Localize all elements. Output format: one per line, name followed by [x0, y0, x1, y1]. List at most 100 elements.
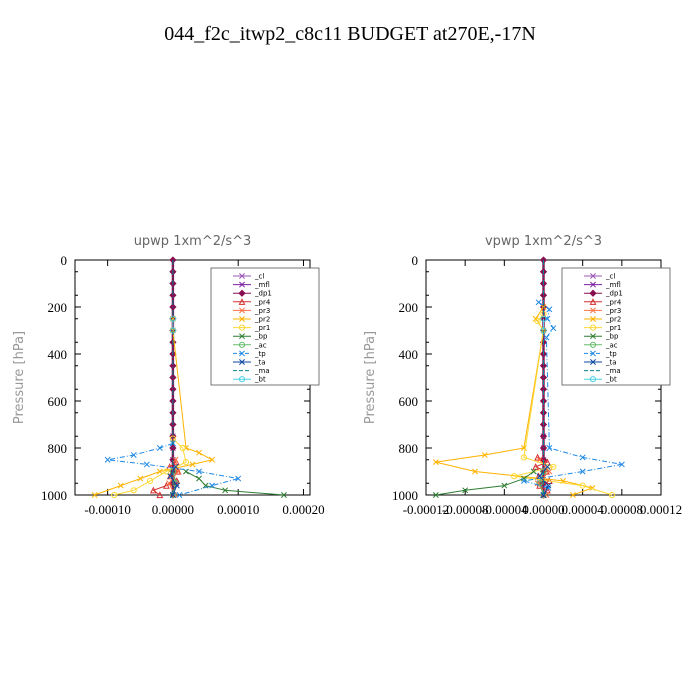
legend-label-tp: _tp	[254, 350, 266, 358]
point-ta	[536, 473, 543, 480]
legend-marker-dp1	[589, 289, 597, 297]
legend-label-ma: _ma	[605, 367, 621, 375]
legend-label-pr2: _pr2	[254, 316, 270, 324]
point-bt	[540, 327, 547, 334]
legend-label-pr3: _pr3	[254, 307, 270, 315]
point-pr4	[162, 481, 170, 489]
point-tp	[550, 325, 557, 332]
point-pr2	[156, 468, 163, 475]
legend: _cl_mfl_dp1_pr4_pr3_pr2_pr1_bp_ac_tp_ta_…	[210, 267, 320, 386]
point-pr1	[163, 468, 170, 475]
y-tick-label: 600	[48, 394, 68, 409]
legend-marker-dp1	[238, 289, 246, 297]
y-tick-label: 400	[48, 347, 68, 362]
point-dp1	[539, 291, 548, 299]
point-pr1	[520, 454, 528, 461]
legend-marker-ta	[239, 359, 245, 365]
series-line-pr2	[94, 318, 214, 496]
point-pr3	[546, 468, 553, 475]
x-tick-label: 0.00000	[152, 502, 194, 517]
series-line-tp	[107, 442, 239, 496]
legend-label-tp: _tp	[605, 350, 617, 358]
point-pr4	[149, 486, 157, 494]
point-tp	[579, 454, 586, 461]
panel-vpwp: vpwp 1xm^2/s^3 Pressure [hPa] 0 200 400 600 80…	[363, 234, 682, 517]
y-tick-label: 800	[48, 441, 68, 456]
point-ac	[536, 480, 543, 487]
y-axis-label: Pressure [hPa]	[363, 331, 378, 424]
legend-label-bp: _bp	[605, 333, 619, 341]
y-tick-label: 600	[399, 394, 419, 409]
point-ta	[172, 463, 179, 470]
legend-label-bt: _bt	[605, 376, 617, 384]
legend-label-pr2: _pr2	[605, 316, 621, 324]
point-pr2	[189, 461, 196, 468]
point-dp1	[539, 362, 548, 370]
series-line-bp	[185, 471, 284, 496]
point-tp	[130, 452, 137, 459]
point-pr1	[579, 482, 586, 489]
legend-marker-pr4	[589, 298, 597, 305]
x-tick-label: 0.00010	[217, 502, 259, 517]
point-ta	[173, 482, 180, 489]
panel-title: upwp 1xm^2/s^3	[134, 234, 252, 249]
point-tp	[520, 477, 527, 484]
legend-marker-pr3	[239, 307, 245, 314]
point-pr1	[550, 463, 557, 470]
y-tick-label: 0	[61, 253, 68, 268]
legend-label-pr3: _pr3	[605, 307, 621, 315]
y-tick-label: 1000	[392, 488, 418, 503]
legend-marker-pr2	[239, 316, 245, 322]
legend-marker-mfl	[590, 281, 596, 288]
legend-label-mfl: _mfl	[254, 281, 270, 289]
point-bt	[169, 315, 177, 322]
legend-marker-pr1	[238, 324, 246, 331]
y-tick-label: 200	[48, 300, 68, 315]
series-line-pr1	[513, 313, 613, 496]
x-tick-label: 0.00012	[640, 502, 682, 517]
point-bp	[280, 492, 287, 498]
point-bt	[540, 315, 547, 322]
point-pr2	[481, 452, 488, 459]
point-tp	[535, 299, 542, 306]
point-pr1	[182, 459, 190, 466]
x-tick-label: -0.00010	[84, 502, 131, 517]
y-tick-label: 200	[399, 300, 419, 315]
x-tick-label: 0.00008	[601, 502, 643, 517]
x-tick-label: 0.00004	[562, 502, 605, 517]
point-tp	[579, 468, 586, 475]
legend-marker-bp	[239, 333, 245, 340]
point-pr1	[534, 318, 541, 325]
legend-label-pr4: _pr4	[254, 298, 271, 306]
y-tick-label: 400	[399, 347, 419, 362]
legend-label-cl: _cl	[254, 273, 264, 281]
y-tick-label: 1000	[41, 488, 67, 503]
point-pr3	[534, 480, 541, 487]
legend-label-ac: _ac	[254, 341, 267, 349]
x-tick-label: -0.00008	[442, 502, 489, 517]
figure-title: 044_f2c_itwp2_c8c11 BUDGET at270E,-17N	[164, 23, 536, 45]
legend-marker-pr1	[589, 324, 597, 331]
point-tp	[104, 456, 111, 463]
point-pr1	[146, 477, 154, 484]
point-tp	[196, 468, 202, 475]
point-pr1	[130, 487, 137, 494]
legend-label-bt: _bt	[254, 376, 266, 384]
point-pr4	[156, 491, 164, 499]
series-line-pr1	[114, 438, 187, 496]
legend-label-pr4: _pr4	[605, 298, 622, 306]
point-pr1	[111, 491, 118, 499]
x-tick-label: -0.00012	[403, 502, 450, 517]
panel-title: vpwp 1xm^2/s^3	[485, 234, 602, 249]
point-pr3	[172, 456, 179, 463]
point-tp	[209, 482, 216, 489]
point-pr2	[432, 459, 439, 466]
point-bp	[462, 487, 469, 494]
point-pr2	[569, 492, 576, 498]
x-tick-label: -0.00004	[481, 502, 528, 517]
legend-marker-cl	[239, 273, 245, 279]
legend-label-ma: _ma	[254, 367, 270, 375]
series-line-tp	[523, 301, 622, 496]
point-tp	[546, 445, 553, 451]
legend-label-ta: _ta	[605, 359, 617, 367]
